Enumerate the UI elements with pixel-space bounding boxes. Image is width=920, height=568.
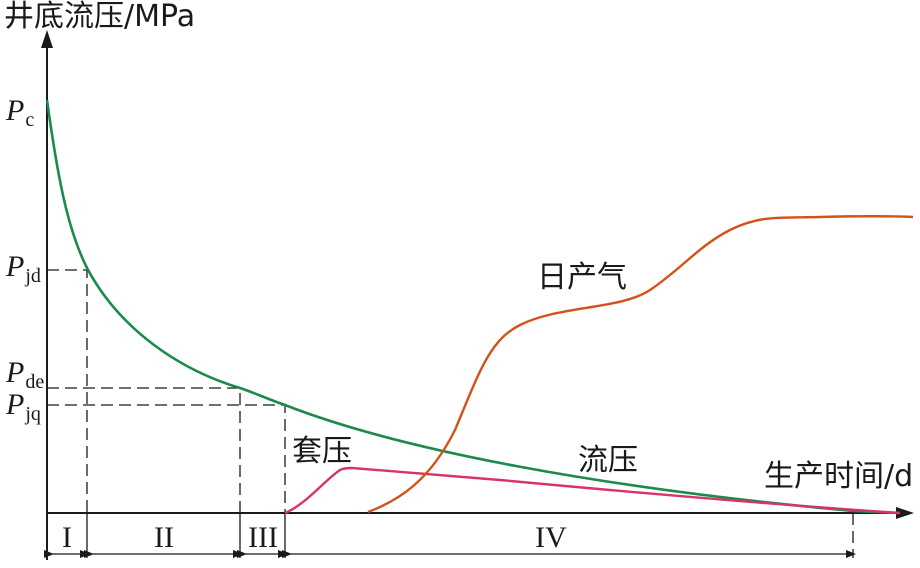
daily-gas-label: 日产气	[537, 260, 627, 295]
stage-label-4: IV	[535, 521, 567, 554]
pressure-label-pjq: Pjq	[5, 388, 41, 425]
svg-text:Pde: Pde	[5, 356, 44, 393]
y-axis-label: 井底流压/MPa	[4, 0, 195, 34]
svg-text:Pjq: Pjq	[5, 388, 41, 425]
stage-label-1: I	[62, 521, 72, 554]
stage-label-2: II	[154, 521, 174, 554]
svg-text:Pjd: Pjd	[5, 250, 41, 287]
pressure-label-pde: Pde	[5, 356, 44, 393]
pressure-label-pc: Pc	[5, 94, 34, 131]
guide-pjq	[47, 404, 286, 513]
svg-text:Pc: Pc	[5, 94, 34, 131]
x-axis-label: 生产时间/d	[764, 459, 913, 494]
casing-pressure-curve	[284, 466, 901, 515]
guide-pjd	[47, 269, 88, 513]
pressure-label-pjd: Pjd	[5, 250, 41, 287]
stage-label-3: III	[248, 521, 278, 554]
y-axis-arrow-icon	[41, 30, 53, 48]
guide-pde	[47, 387, 241, 513]
x-axis-arrow-icon	[896, 507, 914, 519]
flow-pressure-label: 流压	[578, 443, 638, 478]
casing-pressure-label: 套压	[292, 434, 352, 469]
daily-gas-curve	[367, 215, 914, 514]
flow-pressure-curve	[45, 99, 901, 515]
